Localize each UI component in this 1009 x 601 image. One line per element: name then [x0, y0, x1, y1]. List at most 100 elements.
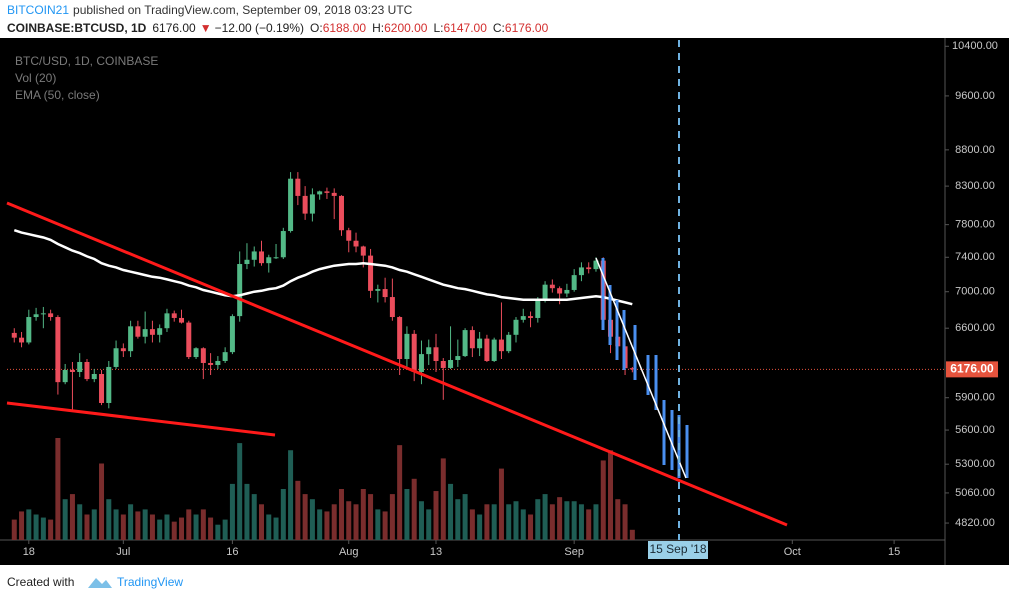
candle-body: [295, 178, 301, 196]
candle-body: [186, 322, 192, 358]
candle-body: [382, 289, 388, 298]
volume-bar: [608, 450, 614, 540]
candle-body: [149, 329, 155, 335]
candle-body: [55, 317, 61, 383]
candle-body: [498, 339, 504, 352]
legend: BTC/USD, 1D, COINBASE Vol (20) EMA (50, cl…: [15, 54, 158, 102]
candle-body: [113, 348, 119, 367]
volume-bar: [528, 514, 534, 540]
volume-bar: [368, 494, 374, 540]
y-tick-label: 10400.00: [952, 40, 998, 52]
candle-body: [571, 275, 577, 290]
volume-bar: [179, 517, 185, 540]
volume-bar: [266, 514, 272, 540]
candle-body: [288, 178, 294, 232]
candle-body: [251, 251, 257, 260]
candle-body: [542, 284, 548, 300]
candle-body: [629, 368, 635, 370]
candle-body: [171, 313, 177, 318]
x-tick-label: Jul: [116, 546, 130, 558]
volume-bar: [317, 509, 323, 540]
ohlc-value: 6188.00: [323, 21, 367, 35]
volume-bar: [142, 509, 148, 540]
volume-bar: [426, 509, 432, 540]
volume-bar: [586, 509, 592, 540]
volume-bar: [462, 494, 468, 540]
candle-body: [84, 361, 90, 380]
candle-body: [222, 352, 228, 361]
candle-body: [426, 347, 432, 355]
volume-bar: [69, 494, 75, 540]
candle-body: [229, 316, 235, 353]
candle-body: [19, 337, 25, 343]
candle-body: [411, 333, 417, 372]
volume-bar: [113, 509, 119, 540]
volume-bar: [120, 514, 126, 540]
footer-brand[interactable]: TradingView: [117, 575, 183, 589]
volume-bar: [593, 504, 599, 540]
ohlc-key: H:: [372, 21, 384, 35]
candle-body: [266, 257, 272, 264]
candle-body: [91, 374, 97, 380]
candle-body: [440, 360, 446, 368]
volume-bar: [600, 460, 606, 540]
candle-body: [338, 195, 344, 231]
candle-body: [353, 240, 359, 247]
candle-body: [120, 348, 126, 352]
volume-bar: [477, 514, 483, 540]
ohlc-value: 6176.00: [505, 21, 549, 35]
arrow: ▼: [200, 21, 212, 35]
candle-body: [179, 317, 185, 323]
volume-bar: [55, 438, 61, 540]
cursor-label-bg: [648, 541, 708, 559]
ema-line: [13, 229, 633, 306]
candle-body: [193, 348, 199, 358]
x-tick-label: 13: [430, 546, 442, 558]
ohlc-key: O:: [310, 21, 323, 35]
cursor-label: 15 Sep '18: [649, 542, 706, 556]
candle-body: [258, 251, 264, 264]
price-label-bg: [946, 361, 998, 378]
volume-bar: [484, 504, 490, 540]
candle-body: [48, 313, 54, 318]
candle-body: [484, 338, 490, 361]
volume-bar: [498, 468, 504, 540]
candle-body: [77, 361, 83, 372]
candle-body: [433, 347, 439, 361]
projection-path: [595, 257, 687, 479]
change: −12.00 (−0.19%): [215, 21, 304, 35]
volume-bar: [615, 499, 621, 540]
volume-bar: [11, 519, 17, 540]
candle-body: [586, 267, 592, 270]
candle-body: [33, 314, 39, 318]
candle-body: [157, 328, 163, 335]
candle-body: [99, 374, 105, 403]
candle-body: [273, 257, 279, 259]
y-tick-label: 5300.00: [955, 458, 995, 470]
volume-bar: [157, 519, 163, 540]
candle-body: [11, 332, 17, 338]
candle-body: [69, 369, 75, 372]
volume-bar: [535, 499, 541, 540]
y-tick-label: 7000.00: [955, 286, 995, 298]
candle-body: [309, 194, 315, 214]
volume-bar: [433, 491, 439, 540]
candle-body: [564, 289, 570, 294]
y-tick-label: 8800.00: [955, 144, 995, 156]
volume-bar: [491, 504, 497, 540]
candle-body: [513, 319, 519, 335]
footer-created: Created with: [7, 575, 74, 589]
candle-body: [404, 333, 410, 360]
candle-body: [62, 369, 68, 383]
candle-body: [302, 195, 308, 214]
author[interactable]: BITCOIN21: [7, 3, 69, 17]
volume-bar: [542, 494, 548, 540]
volume-bar: [549, 504, 555, 540]
ohlc-key: L:: [433, 21, 443, 35]
x-tick-label: Oct: [784, 546, 801, 558]
volume-bar: [215, 524, 221, 540]
candle-body: [397, 317, 403, 360]
candle-body: [520, 316, 526, 320]
